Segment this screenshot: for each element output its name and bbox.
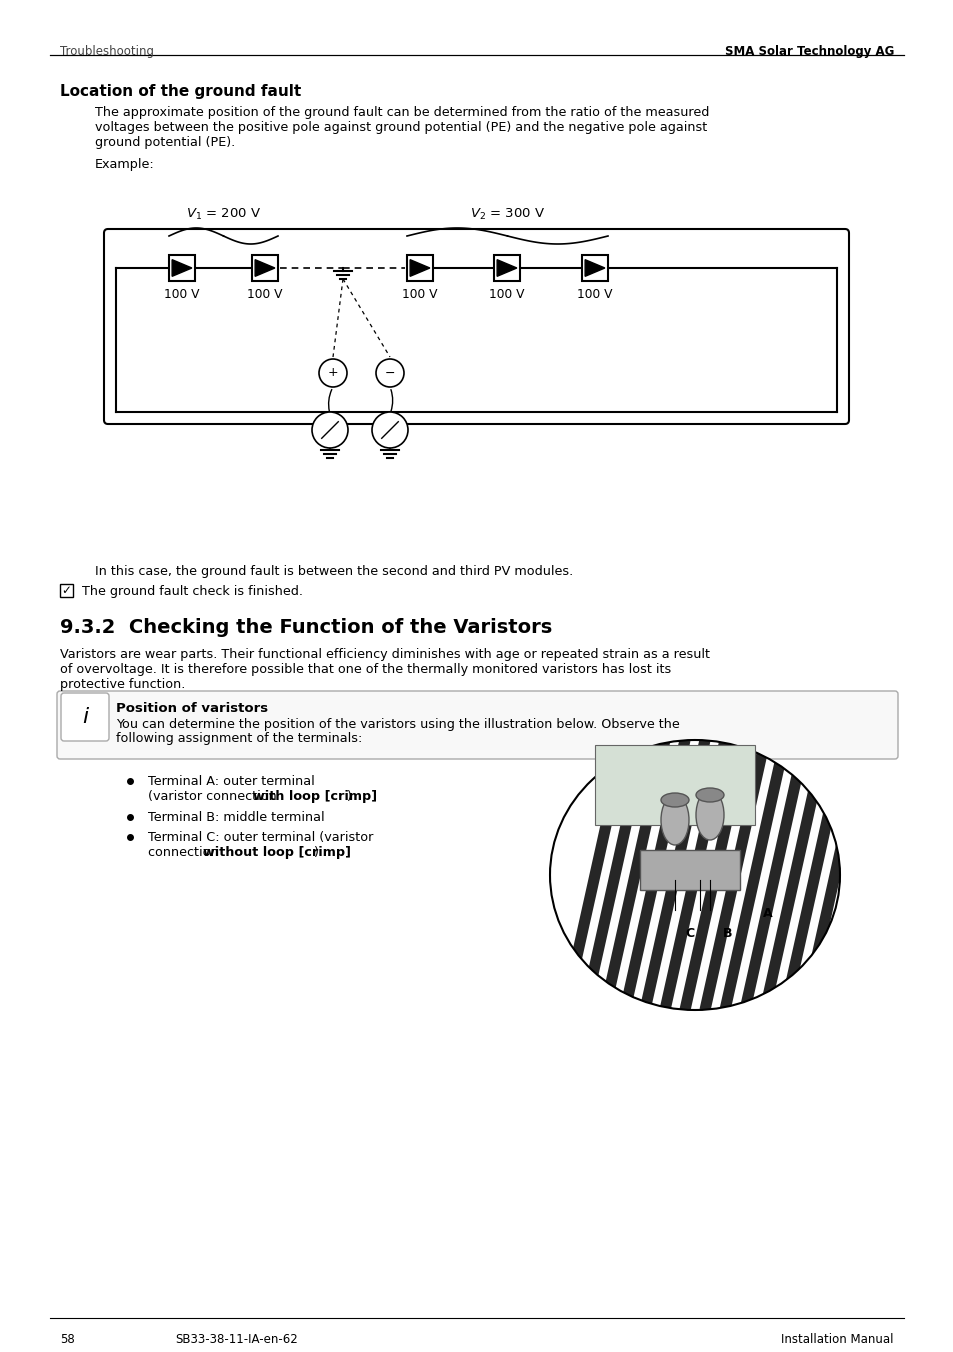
Polygon shape bbox=[584, 260, 604, 276]
Text: SMA Solar Technology AG: SMA Solar Technology AG bbox=[724, 45, 893, 58]
Bar bbox=[60, 584, 73, 598]
Text: C: C bbox=[684, 927, 694, 940]
Text: Installation Manual: Installation Manual bbox=[781, 1333, 893, 1347]
Polygon shape bbox=[497, 260, 517, 276]
Text: B: B bbox=[722, 927, 732, 940]
Circle shape bbox=[375, 360, 403, 387]
Text: The approximate position of the ground fault can be determined from the ratio of: The approximate position of the ground f… bbox=[95, 105, 709, 119]
Bar bbox=[169, 256, 194, 281]
Bar bbox=[407, 256, 433, 281]
Bar bbox=[252, 256, 277, 281]
Text: Example:: Example: bbox=[95, 158, 154, 170]
Text: following assignment of the terminals:: following assignment of the terminals: bbox=[116, 731, 362, 745]
Text: 58: 58 bbox=[60, 1333, 74, 1347]
Text: $V_2$ = 300 V: $V_2$ = 300 V bbox=[470, 207, 544, 222]
Text: ground potential (PE).: ground potential (PE). bbox=[95, 137, 235, 149]
Text: ✓: ✓ bbox=[61, 584, 71, 598]
Text: The ground fault check is finished.: The ground fault check is finished. bbox=[82, 585, 303, 598]
FancyBboxPatch shape bbox=[104, 228, 848, 425]
Circle shape bbox=[372, 412, 408, 448]
Text: voltages between the positive pole against ground potential (PE) and the negativ: voltages between the positive pole again… bbox=[95, 120, 706, 134]
Ellipse shape bbox=[660, 795, 688, 845]
FancyArrowPatch shape bbox=[391, 389, 393, 411]
Ellipse shape bbox=[550, 740, 840, 1010]
Text: (varistor connection: (varistor connection bbox=[148, 790, 280, 803]
Ellipse shape bbox=[696, 790, 723, 840]
Ellipse shape bbox=[696, 788, 723, 802]
Text: i: i bbox=[82, 707, 88, 727]
Text: +: + bbox=[327, 366, 338, 380]
Polygon shape bbox=[410, 260, 430, 276]
FancyArrowPatch shape bbox=[328, 389, 332, 411]
Text: ): ) bbox=[346, 790, 351, 803]
Text: of overvoltage. It is therefore possible that one of the thermally monitored var: of overvoltage. It is therefore possible… bbox=[60, 662, 671, 676]
Text: Terminal B: middle terminal: Terminal B: middle terminal bbox=[148, 811, 324, 823]
Text: without loop [crimp]: without loop [crimp] bbox=[203, 846, 351, 859]
FancyBboxPatch shape bbox=[61, 694, 109, 741]
Text: In this case, the ground fault is between the second and third PV modules.: In this case, the ground fault is betwee… bbox=[95, 565, 573, 579]
Text: 100 V: 100 V bbox=[402, 288, 437, 301]
Text: 100 V: 100 V bbox=[164, 288, 199, 301]
Text: protective function.: protective function. bbox=[60, 677, 185, 691]
Text: A: A bbox=[762, 907, 772, 919]
Text: with loop [crimp]: with loop [crimp] bbox=[253, 790, 376, 803]
Bar bbox=[581, 256, 607, 281]
Text: Terminal A: outer terminal: Terminal A: outer terminal bbox=[148, 775, 314, 788]
Text: 9.3.2  Checking the Function of the Varistors: 9.3.2 Checking the Function of the Varis… bbox=[60, 618, 552, 637]
Text: You can determine the position of the varistors using the illustration below. Ob: You can determine the position of the va… bbox=[116, 718, 679, 731]
FancyBboxPatch shape bbox=[57, 691, 897, 758]
Circle shape bbox=[312, 412, 348, 448]
Text: Terminal C: outer terminal (varistor: Terminal C: outer terminal (varistor bbox=[148, 831, 373, 844]
Text: connection: connection bbox=[148, 846, 222, 859]
Polygon shape bbox=[172, 260, 192, 276]
Text: 100 V: 100 V bbox=[577, 288, 612, 301]
Text: Troubleshooting: Troubleshooting bbox=[60, 45, 153, 58]
Text: Varistors are wear parts. Their functional efficiency diminishes with age or rep: Varistors are wear parts. Their function… bbox=[60, 648, 709, 661]
Text: Location of the ground fault: Location of the ground fault bbox=[60, 84, 301, 99]
Text: −: − bbox=[384, 366, 395, 380]
Text: 100 V: 100 V bbox=[247, 288, 282, 301]
Bar bbox=[494, 256, 519, 281]
Ellipse shape bbox=[660, 794, 688, 807]
Circle shape bbox=[318, 360, 347, 387]
Text: 100 V: 100 V bbox=[489, 288, 524, 301]
Bar bbox=[595, 745, 754, 825]
Bar bbox=[639, 850, 740, 890]
Text: SB33-38-11-IA-en-62: SB33-38-11-IA-en-62 bbox=[174, 1333, 297, 1347]
Polygon shape bbox=[254, 260, 274, 276]
Text: ): ) bbox=[313, 846, 317, 859]
Text: $V_1$ = 200 V: $V_1$ = 200 V bbox=[186, 207, 261, 222]
Text: Position of varistors: Position of varistors bbox=[116, 702, 268, 715]
